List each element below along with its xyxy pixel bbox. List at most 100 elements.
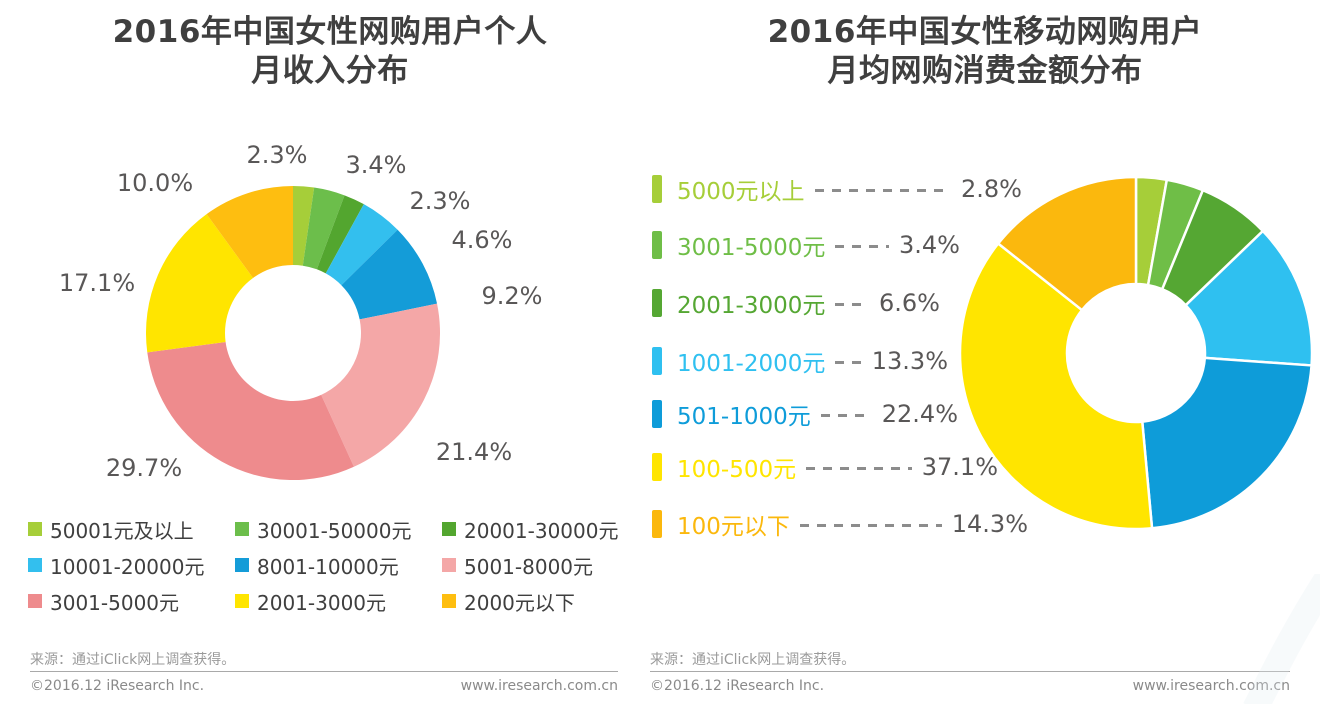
donut-slice-1001-2000元: [1184, 229, 1313, 367]
legend-swatch: [442, 522, 456, 536]
right-chart-title-line2: 月均网购消费金额分布: [827, 53, 1143, 89]
legend-row: 3001-5000元 3.4%: [652, 230, 960, 261]
donut-slice-30001-50000元: [302, 187, 345, 270]
legend-bar: [652, 400, 662, 428]
legend-bar: [652, 289, 662, 317]
legend-bar: [652, 231, 662, 259]
slice-percent-label: 17.1%: [58, 269, 136, 297]
donut-slice-100元以下: [996, 176, 1138, 312]
legend-item: 2001-3000元: [235, 587, 442, 616]
leader-line: [820, 413, 872, 417]
left-source-note: 来源：通过iClick网上调查获得。: [30, 652, 236, 668]
legend-bar: [652, 453, 662, 481]
legend-swatch: [28, 522, 42, 536]
donut-slice-20001-30000元: [316, 195, 364, 274]
legend-label: 100-500元: [677, 457, 797, 483]
watermark-swoosh: [1243, 574, 1320, 704]
legend-row: 5000元以上 2.8%: [652, 174, 1022, 205]
legend-swatch: [28, 594, 42, 608]
right-chart-title-line1: 2016年中国女性移动网购用户: [767, 14, 1203, 50]
leader-line: [806, 466, 912, 470]
legend-label: 3001-5000元: [677, 235, 826, 261]
legend-swatch: [235, 558, 249, 572]
left-donut-chart: [146, 186, 440, 480]
legend-label: 2001-3000元: [677, 293, 826, 319]
legend-label: 50001元及以上: [50, 518, 194, 543]
leader-line: [814, 188, 952, 192]
leader-line: [835, 360, 862, 364]
legend-label: 20001-30000元: [464, 518, 619, 543]
legend-percent: 2.8%: [961, 175, 1022, 203]
donut-slice-8001-10000元: [341, 229, 438, 320]
right-source-note: 来源：通过iClick网上调查获得。: [650, 652, 856, 668]
legend-row: 1001-2000元 13.3%: [652, 346, 948, 377]
legend-item: 10001-20000元: [28, 551, 235, 580]
left-footer: ©2016.12 iResearch Inc. www.iresearch.co…: [30, 678, 618, 694]
legend-label: 30001-50000元: [257, 518, 412, 543]
legend-label: 10001-20000元: [50, 554, 205, 579]
donut-slice-2000元以下: [206, 186, 293, 278]
leader-line: [835, 302, 870, 306]
legend-label: 2000元以下: [464, 590, 575, 615]
legend-row: 501-1000元 22.4%: [652, 399, 958, 430]
legend-bar: [652, 175, 662, 203]
slice-percent-label: 21.4%: [435, 438, 513, 466]
legend-item: 30001-50000元: [235, 515, 442, 544]
legend-swatch: [442, 594, 456, 608]
legend-row: 100元以下 14.3%: [652, 509, 1028, 540]
donut-slice-10001-20000元: [325, 204, 398, 286]
legend-swatch: [235, 594, 249, 608]
left-legend: 50001元及以上 30001-50000元 20001-30000元 10001-2…: [28, 511, 633, 619]
legend-label: 100元以下: [677, 514, 790, 540]
leader-line: [835, 244, 890, 248]
slice-percent-label: 2.3%: [409, 187, 471, 215]
legend-swatch: [28, 558, 42, 572]
right-copyright: ©2016.12 iResearch Inc.: [650, 678, 825, 694]
legend-label: 8001-10000元: [257, 554, 399, 579]
slice-percent-label: 9.2%: [481, 282, 543, 310]
legend-percent: 6.6%: [879, 289, 940, 317]
donut-slice-2001-3000元: [146, 214, 254, 353]
right-footer-divider: [650, 671, 1290, 672]
donut-slice-3001-5000元: [147, 341, 354, 480]
slice-percent-label: 4.6%: [451, 226, 513, 254]
slice-percent-label: 2.3%: [246, 141, 308, 169]
left-chart-title: 2016年中国女性网购用户个人 月收入分布: [20, 13, 640, 91]
legend-item: 2000元以下: [442, 587, 633, 616]
legend-percent: 22.4%: [881, 400, 958, 428]
legend-label: 501-1000元: [677, 404, 811, 430]
legend-item: 20001-30000元: [442, 515, 633, 544]
legend-label: 5000元以上: [677, 179, 805, 205]
leader-line: [799, 523, 942, 527]
legend-item: 3001-5000元: [28, 587, 235, 616]
left-copyright: ©2016.12 iResearch Inc.: [30, 678, 205, 694]
legend-bar: [652, 510, 662, 538]
legend-item: 8001-10000元: [235, 551, 442, 580]
legend-percent: 3.4%: [899, 231, 960, 259]
legend-swatch: [235, 522, 249, 536]
donut-slice-100-500元: [959, 242, 1154, 530]
slice-percent-label: 10.0%: [116, 169, 194, 197]
left-chart-title-line1: 2016年中国女性网购用户个人: [112, 14, 548, 50]
donut-slice-50001元及以上: [293, 186, 315, 266]
legend-swatch: [442, 558, 456, 572]
legend-row: 100-500元 37.1%: [652, 452, 998, 483]
legend-item: 50001元及以上: [28, 515, 235, 544]
right-footer: ©2016.12 iResearch Inc. www.iresearch.co…: [650, 678, 1290, 694]
donut-slice-501-1000元: [1141, 356, 1313, 530]
legend-label: 5001-8000元: [464, 554, 594, 579]
legend-item: 5001-8000元: [442, 551, 633, 580]
left-website: www.iresearch.com.cn: [460, 678, 618, 694]
slice-percent-label: 29.7%: [105, 454, 183, 482]
slice-percent-label: 3.4%: [345, 151, 407, 179]
legend-percent: 37.1%: [921, 453, 998, 481]
right-chart-title: 2016年中国女性移动网购用户 月均网购消费金额分布: [670, 13, 1300, 91]
right-donut-chart: [959, 176, 1313, 530]
left-chart-title-line2: 月收入分布: [251, 53, 409, 89]
legend-row: 2001-3000元 6.6%: [652, 288, 940, 319]
legend-label: 3001-5000元: [50, 590, 180, 615]
donut-slice-5001-8000元: [321, 303, 440, 467]
legend-label: 2001-3000元: [257, 590, 387, 615]
legend-percent: 14.3%: [951, 510, 1028, 538]
